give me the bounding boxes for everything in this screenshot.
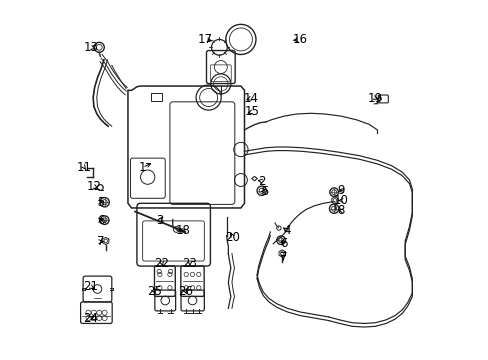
Text: 9: 9 xyxy=(337,184,345,197)
Text: 5: 5 xyxy=(97,196,104,209)
Text: 11: 11 xyxy=(77,161,92,174)
Text: 23: 23 xyxy=(182,257,197,270)
Text: 20: 20 xyxy=(225,231,240,244)
Text: 19: 19 xyxy=(367,92,382,105)
Text: 24: 24 xyxy=(83,311,98,325)
Text: 15: 15 xyxy=(244,105,259,118)
Text: 21: 21 xyxy=(83,280,98,293)
Text: 2: 2 xyxy=(258,175,265,188)
Text: 16: 16 xyxy=(292,33,307,46)
Text: 25: 25 xyxy=(146,285,161,298)
Text: 7: 7 xyxy=(97,235,104,248)
Text: 8: 8 xyxy=(337,204,345,217)
Text: 6: 6 xyxy=(280,237,287,250)
Text: 7: 7 xyxy=(280,251,287,264)
Text: 26: 26 xyxy=(178,285,192,298)
Text: 1: 1 xyxy=(138,161,146,174)
Text: 13: 13 xyxy=(83,41,98,54)
Text: 3: 3 xyxy=(156,214,163,227)
Text: 14: 14 xyxy=(243,92,258,105)
Text: 5: 5 xyxy=(261,185,268,198)
Text: 18: 18 xyxy=(175,224,190,237)
Text: 22: 22 xyxy=(154,257,169,270)
Text: 12: 12 xyxy=(86,180,101,193)
Text: 17: 17 xyxy=(197,33,212,46)
Bar xyxy=(151,93,162,101)
Text: 6: 6 xyxy=(97,214,104,227)
Text: 4: 4 xyxy=(283,224,290,237)
Text: 10: 10 xyxy=(333,194,348,207)
